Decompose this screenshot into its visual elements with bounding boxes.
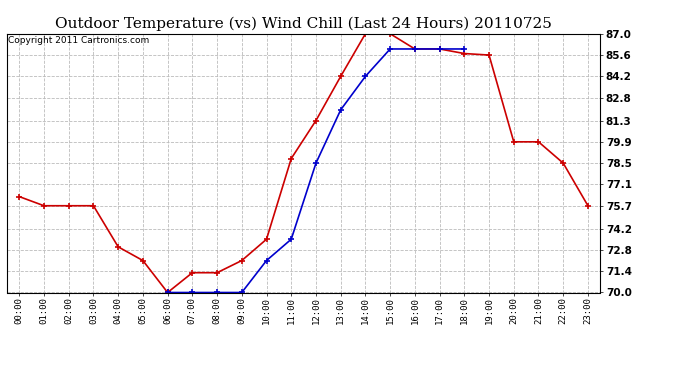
Text: Copyright 2011 Cartronics.com: Copyright 2011 Cartronics.com (8, 36, 149, 45)
Title: Outdoor Temperature (vs) Wind Chill (Last 24 Hours) 20110725: Outdoor Temperature (vs) Wind Chill (Las… (55, 17, 552, 31)
